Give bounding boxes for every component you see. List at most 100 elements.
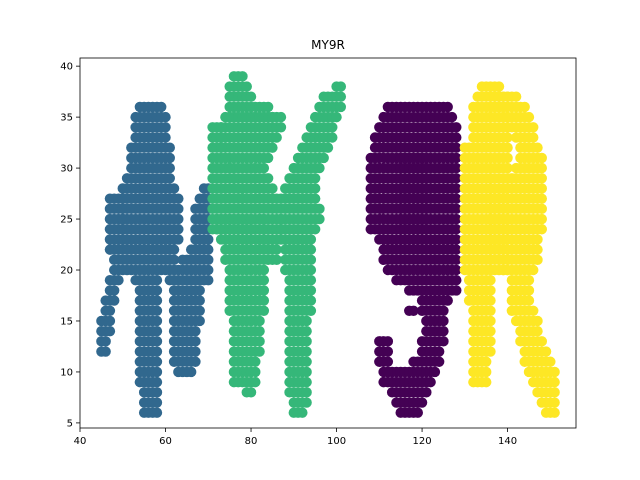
scatter-point <box>433 346 445 357</box>
scatter-point <box>451 142 462 153</box>
scatter-point <box>451 213 462 225</box>
scatter-point <box>451 264 462 276</box>
scatter-point <box>254 325 265 337</box>
scatter-point <box>519 101 530 113</box>
scatter-point <box>549 387 560 398</box>
scatter-point <box>203 234 214 245</box>
scatter-point <box>305 254 317 266</box>
scatter-point <box>190 356 201 367</box>
scatter-point <box>318 152 329 164</box>
scatter-point <box>549 407 560 418</box>
scatter-point <box>224 162 235 174</box>
scatter-point <box>536 152 547 164</box>
scatter-point <box>241 203 252 215</box>
scatter-point <box>510 91 522 102</box>
scatter-point <box>258 285 270 296</box>
y-tick-label: 25 <box>60 215 73 226</box>
scatter-point <box>502 234 513 245</box>
scatter-point <box>271 193 282 204</box>
scatter-point <box>258 264 270 276</box>
scatter-point <box>481 366 492 378</box>
scatter-point <box>275 122 287 133</box>
scatter-point <box>160 122 171 133</box>
scatter-point <box>421 162 432 174</box>
scatter-point <box>275 234 287 245</box>
scatter-point <box>271 244 282 255</box>
scatter-point <box>438 325 449 337</box>
scatter-point <box>502 183 513 194</box>
scatter-point <box>309 193 321 204</box>
y-tick-label: 5 <box>67 418 73 429</box>
scatter-point <box>421 173 432 184</box>
scatter-point <box>536 162 547 174</box>
scatter-point <box>481 376 492 388</box>
x-tick-label: 80 <box>245 436 258 447</box>
series-2 <box>365 101 462 418</box>
scatter-point <box>485 285 496 296</box>
scatter-point <box>164 162 175 174</box>
scatter-point <box>309 224 321 235</box>
scatter-point <box>305 275 317 286</box>
scatter-point <box>549 366 560 378</box>
scatter-point <box>382 336 394 347</box>
scatter-point <box>532 244 543 255</box>
scatter-point <box>109 285 120 296</box>
scatter-point <box>173 213 184 225</box>
scatter-point <box>502 111 513 123</box>
scatter-point <box>502 264 513 276</box>
series-0 <box>96 101 214 418</box>
scatter-point <box>485 275 496 286</box>
x-axis: 40 60 80 100 120 140 <box>74 428 517 447</box>
scatter-point <box>523 111 535 123</box>
scatter-point <box>451 122 462 133</box>
scatter-point <box>271 254 282 266</box>
scatter-point <box>451 173 462 184</box>
scatter-point <box>481 356 492 367</box>
scatter-point <box>532 315 543 327</box>
scatter-point <box>194 285 205 296</box>
y-tick-label: 15 <box>60 316 73 327</box>
scatter-point <box>258 295 270 306</box>
scatter-point <box>203 254 214 266</box>
scatter-point <box>536 336 547 347</box>
scatter-point <box>502 132 513 143</box>
x-tick-label: 120 <box>413 436 432 447</box>
scatter-point <box>451 162 462 174</box>
scatter-point <box>262 173 274 184</box>
series-1 <box>207 71 347 418</box>
y-axis: 5 10 15 20 25 30 35 40 <box>60 62 80 429</box>
scatter-point <box>104 315 116 327</box>
scatter-point <box>412 407 423 418</box>
scatter-point <box>151 376 163 388</box>
scatter-point <box>245 387 257 398</box>
scatter-point <box>151 346 163 357</box>
scatter-point <box>228 173 240 184</box>
scatter-point <box>262 101 274 113</box>
scatter-point <box>549 397 560 408</box>
scatter-point <box>322 142 334 153</box>
scatter-point <box>502 152 513 164</box>
scatter-point <box>245 91 257 102</box>
scatter-point <box>451 132 462 143</box>
scatter-point <box>168 244 180 255</box>
scatter-point <box>113 275 124 286</box>
scatter-point <box>190 325 201 337</box>
scatter-point <box>168 254 180 266</box>
scatter-point <box>408 305 419 316</box>
scatter-point <box>237 193 248 204</box>
scatter-point <box>421 183 432 194</box>
scatter-point <box>451 234 462 245</box>
scatter-point <box>271 132 282 143</box>
scatter-point <box>104 305 116 316</box>
scatter-point <box>442 101 453 113</box>
scatter-point <box>446 111 458 123</box>
scatter-point <box>335 101 347 113</box>
scatter-point <box>173 203 184 215</box>
scatter-point <box>305 234 317 245</box>
scatter-point <box>335 81 347 92</box>
scatter-point <box>104 325 116 337</box>
scatter-point <box>502 254 513 266</box>
scatter-point <box>271 203 282 215</box>
scatter-point <box>190 346 201 357</box>
